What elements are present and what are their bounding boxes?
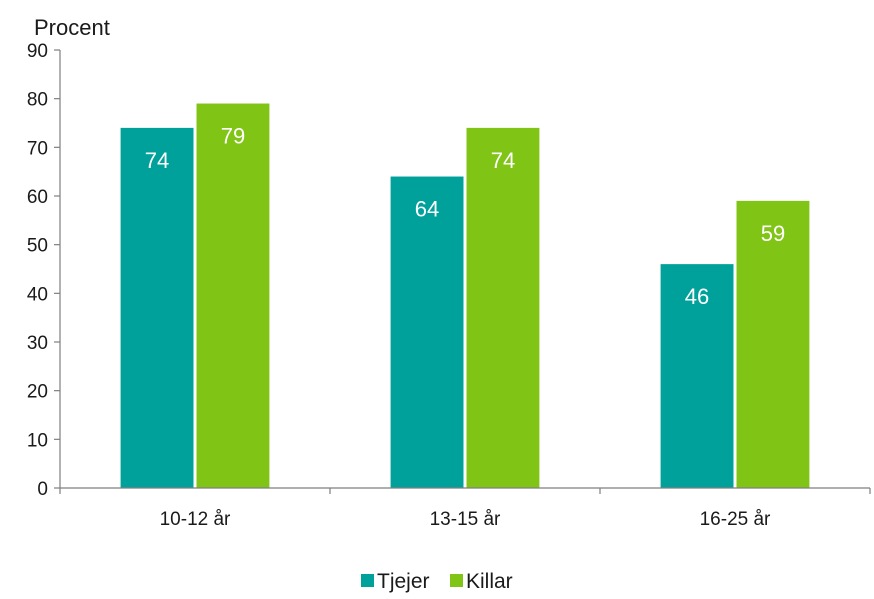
y-tick-label: 90 bbox=[27, 41, 48, 62]
legend-label: Tjejer bbox=[377, 570, 430, 593]
y-tick-label: 40 bbox=[27, 284, 48, 305]
data-label: 79 bbox=[221, 124, 245, 149]
data-label: 74 bbox=[145, 148, 169, 173]
legend: Tjejer Killar bbox=[361, 570, 513, 593]
bar-killar bbox=[196, 103, 270, 489]
legend-swatch-tjejer bbox=[361, 574, 374, 587]
bar-tjejer bbox=[120, 127, 194, 488]
data-label: 46 bbox=[685, 284, 709, 309]
x-category-label: 10-12 år bbox=[160, 509, 231, 530]
bar-tjejer bbox=[660, 264, 734, 488]
y-axis: 0 10 20 30 40 50 60 70 80 90 bbox=[27, 41, 61, 500]
y-tick-label: 10 bbox=[27, 430, 48, 451]
legend-swatch-killar bbox=[450, 574, 463, 587]
x-axis: 10-12 år 13-15 år 16-25 år bbox=[59, 487, 871, 530]
y-tick-label: 60 bbox=[27, 187, 48, 208]
y-tick-label: 30 bbox=[27, 333, 48, 354]
y-tick-label: 0 bbox=[37, 479, 48, 500]
y-tick-label: 20 bbox=[27, 382, 48, 403]
y-tick-label: 80 bbox=[27, 90, 48, 111]
data-label: 64 bbox=[415, 197, 439, 222]
y-tick-label: 70 bbox=[27, 138, 48, 159]
data-label: 74 bbox=[491, 148, 515, 173]
bars: 74 79 64 74 46 59 bbox=[120, 103, 810, 489]
y-axis-title: Procent bbox=[34, 15, 110, 40]
x-category-label: 16-25 år bbox=[700, 509, 771, 530]
legend-label: Killar bbox=[466, 570, 513, 593]
y-tick-label: 50 bbox=[27, 236, 48, 257]
bar-killar bbox=[466, 127, 540, 488]
bar-tjejer bbox=[390, 176, 464, 489]
data-label: 59 bbox=[761, 221, 785, 246]
x-category-label: 13-15 år bbox=[430, 509, 501, 530]
bar-killar bbox=[736, 200, 810, 488]
